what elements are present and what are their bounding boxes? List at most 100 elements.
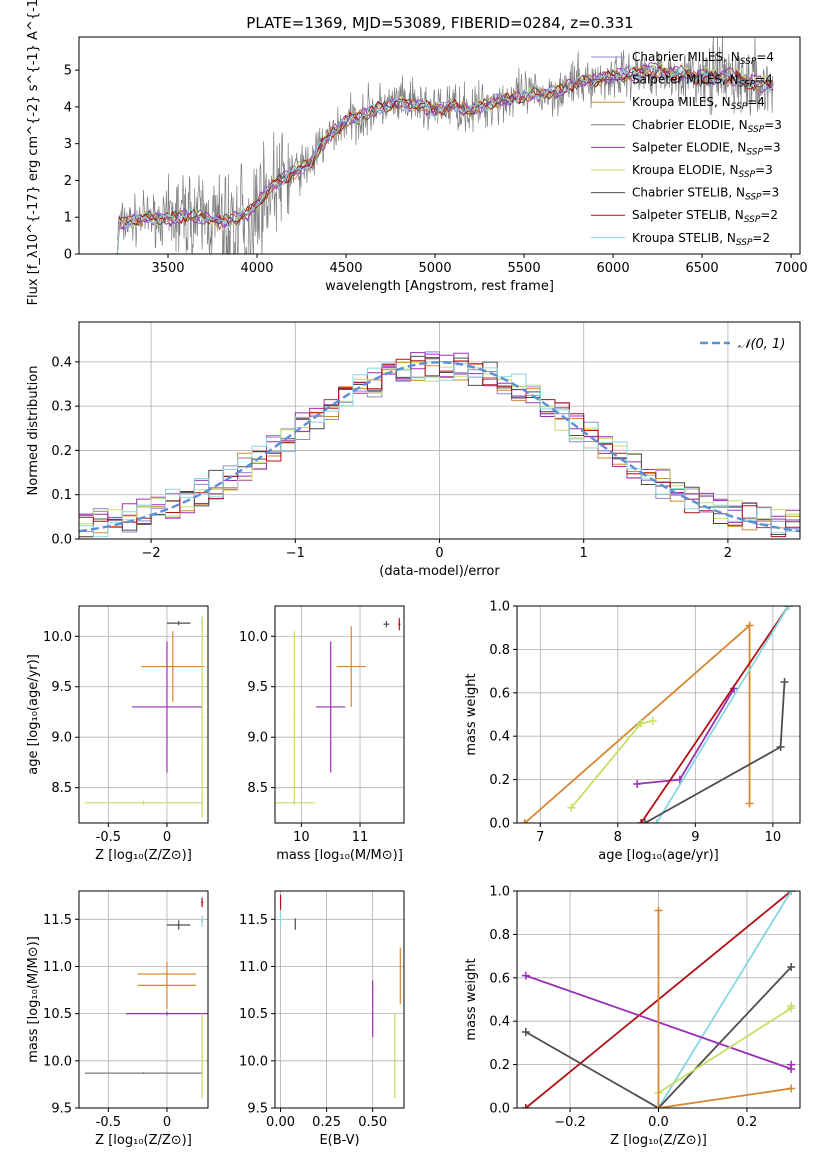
x-axis-label: E(B-V) <box>319 1133 359 1148</box>
error-bar-point <box>200 915 204 927</box>
x-tick-label: 11 <box>352 830 369 845</box>
y-tick-label: 0.0 <box>51 533 72 548</box>
axes-frame <box>274 605 405 824</box>
model-spectrum-line <box>116 65 774 254</box>
mass-weight-marker <box>745 799 754 808</box>
model-spectrum-line <box>116 65 774 254</box>
x-tick-label: 8 <box>614 830 622 845</box>
x-tick-label: 5000 <box>419 261 452 276</box>
grid-lines <box>79 606 208 823</box>
y-axis-label: age [log₁₀(age/yr)] <box>26 654 41 775</box>
residual-histogram <box>79 352 800 529</box>
x-axis-label: (data-model)/error <box>379 564 500 579</box>
mass-weight-line <box>525 966 792 1108</box>
plot-area <box>275 618 401 805</box>
age-vs-mass-panel: 10 11 8.5 9.0 9.5 10.0 mass [log₁₀(M/M⊙)] <box>239 605 405 863</box>
x-tick-label: −2 <box>142 546 161 561</box>
x-tick-label: 1 <box>580 546 588 561</box>
y-tick-label: 11.0 <box>239 960 268 975</box>
y-axis-label: mass weight <box>464 958 479 1040</box>
axes-frame <box>516 605 801 824</box>
x-tick-label: 6500 <box>686 261 719 276</box>
gaussian-reference-curve <box>79 361 800 533</box>
error-bar-point <box>200 1013 204 1099</box>
x-tick-label: 0 <box>163 1115 171 1130</box>
error-bar-point <box>84 800 203 805</box>
mass-weight-line <box>658 1006 793 1094</box>
x-tick-label: 0.25 <box>312 1115 341 1130</box>
x-axis-label: wavelength [Angstrom, rest frame] <box>325 279 554 294</box>
axes-frame <box>274 890 405 1109</box>
legend-entry: Chabrier MILES, NSSP=4 <box>632 50 774 67</box>
residuals-panel: −2 −1 0 1 2 0.0 0.1 0.2 0.3 0.4 (data-model)/error… <box>26 321 801 579</box>
y-tick-label: 0.6 <box>489 971 510 986</box>
legend-entry: Salpeter STELIB, NSSP=2 <box>632 208 778 225</box>
x-tick-label: −0.2 <box>554 1115 586 1130</box>
error-bar-point <box>200 897 204 908</box>
spectrum-panel: 3500 4000 4500 5000 5500 6000 6500 7000 0 1 2 3 4 5 wa… <box>26 0 808 305</box>
x-tick-label: 7 <box>536 830 544 845</box>
legend-entry: Salpeter MILES, NSSP=4 <box>632 73 773 90</box>
model-spectrum-line <box>116 62 774 254</box>
plot-area <box>279 894 401 1099</box>
y-tick-label: 0.8 <box>489 928 510 943</box>
x-tick-label: 2 <box>724 546 732 561</box>
legend-entry: Chabrier ELODIE, NSSP=3 <box>632 118 782 135</box>
axes-frame <box>78 36 801 255</box>
mass-weight-marker <box>633 779 642 788</box>
y-axis-label: Flux [f_λ10^{-17} erg cm^{-2} s^{-1} A^{… <box>26 0 41 305</box>
y-tick-label: 4 <box>64 100 72 115</box>
y-axis-label: Normed distribution <box>26 366 41 496</box>
mass-weight-line <box>640 606 790 823</box>
residual-legend: 𝒩(0, 1) <box>700 337 785 352</box>
x-axis-label: Z [log₁₀(Z/Z⊙)] <box>95 1133 192 1148</box>
mass-weight-line <box>655 606 790 823</box>
error-bar-point <box>293 631 295 803</box>
mass-weight-line <box>657 910 792 1108</box>
error-bar-point <box>84 1072 203 1075</box>
y-tick-label: 9.0 <box>247 731 268 746</box>
error-bar-point <box>166 920 191 930</box>
x-tick-label: -0.5 <box>96 830 121 845</box>
y-tick-label: 5 <box>64 64 72 79</box>
x-tick-label: 0 <box>163 830 171 845</box>
plot-area <box>79 351 800 538</box>
mass-weight-marker <box>567 803 576 812</box>
plot-area <box>521 891 796 1108</box>
y-tick-label: 10.0 <box>239 630 268 645</box>
x-tick-label: 10 <box>765 830 782 845</box>
legend-entry: Kroupa ELODIE, NSSP=3 <box>632 163 773 180</box>
y-tick-label: 0 <box>64 248 72 263</box>
x-axis-label: Z [log₁₀(Z/Z⊙)] <box>95 848 192 863</box>
y-tick-label: 0.4 <box>489 730 510 745</box>
y-tick-label: 0.4 <box>489 1015 510 1030</box>
error-bar-point <box>398 618 401 631</box>
spectrum-legend: Chabrier MILES, NSSP=4 Salpeter MILES, NS… <box>591 50 782 248</box>
error-bar-point <box>316 641 346 773</box>
y-tick-label: 0.0 <box>489 817 510 832</box>
y-tick-label: 9.5 <box>51 680 72 695</box>
mass-vs-EBV-panel: 0.00 0.25 0.50 9.5 10.0 10.5 11.0 11.5 E(B-V) <box>239 890 405 1148</box>
mass-weight-marker <box>640 819 649 823</box>
model-spectrum-line <box>116 67 774 254</box>
y-tick-label: 8.5 <box>51 781 72 796</box>
y-axis-label: mass [log₁₀(M/M⊙)] <box>26 936 41 1063</box>
axes-frame <box>78 605 209 824</box>
x-tick-label: -0.5 <box>96 1115 121 1130</box>
massweight-vs-age-panel: 7 8 9 10 0.0 0.2 0.4 0.6 0.8 1.0 age [log₁₀(age/yr… <box>464 600 801 863</box>
x-tick-label: 9 <box>691 830 699 845</box>
y-tick-label: 2 <box>64 174 72 189</box>
mass-weight-marker <box>787 1084 796 1093</box>
x-tick-label: 0.2 <box>737 1115 758 1130</box>
mass-weight-marker <box>787 1002 796 1011</box>
y-tick-label: 0.3 <box>51 400 72 415</box>
x-tick-label: 5500 <box>508 261 541 276</box>
y-tick-label: 0.2 <box>489 773 510 788</box>
figure-title: PLATE=1369, MJD=53089, FIBERID=0284, z=0… <box>246 14 633 32</box>
error-bar-point <box>137 961 197 1009</box>
x-tick-label: 0.00 <box>266 1115 295 1130</box>
y-tick-label: 1.0 <box>489 600 510 615</box>
plot-area <box>520 606 793 823</box>
mass-weight-marker <box>787 1060 796 1069</box>
